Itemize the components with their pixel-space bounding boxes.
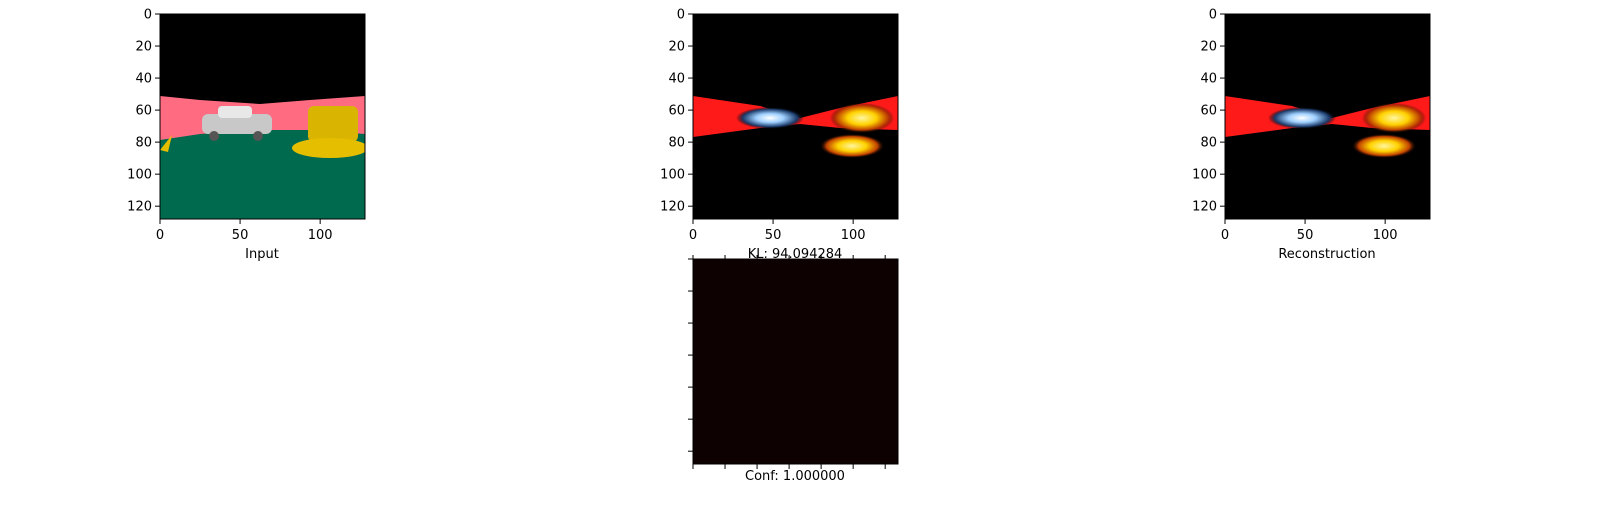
- reconstruction-y-tick-label: 100: [1192, 168, 1217, 183]
- reconstruction-frame: [1224, 13, 1431, 220]
- input-y-tick-label: 60: [135, 104, 152, 119]
- kl-y-tick-label: 120: [660, 200, 685, 215]
- kl-image: [693, 14, 898, 219]
- kl-y-tick-label: 40: [668, 72, 685, 87]
- input-axes: 0 50 100 0 20 40 60 80 100 120: [127, 8, 332, 244]
- reconstruction-axes: 0 50 100 0 20 40 60 80 100 120: [1192, 8, 1397, 244]
- reconstruction-y-tick-label: 20: [1200, 40, 1217, 55]
- kl-y-tick-label: 20: [668, 40, 685, 55]
- input-frame: [159, 13, 366, 220]
- kl-xlabel: KL: 94.094284: [748, 247, 843, 262]
- kl-axes: 0 50 100 0 20 40 60 80 100 120: [660, 8, 865, 244]
- input-x-tick-label: 0: [156, 228, 164, 243]
- reconstruction-car-glow: [1268, 107, 1336, 129]
- kl-x-tick-label: 100: [841, 228, 866, 243]
- confidence-frame: [692, 258, 899, 465]
- reconstruction-y-tick-label: 40: [1200, 72, 1217, 87]
- kl-car-glow: [736, 107, 804, 129]
- input-car: [202, 106, 272, 141]
- input-y-tick-label: 80: [135, 136, 152, 151]
- reconstruction-x-tick-label: 50: [1297, 228, 1314, 243]
- confidence-image: [693, 259, 898, 464]
- reconstruction-y-tick-label: 80: [1200, 136, 1217, 151]
- reconstruction-y-tick-label: 0: [1209, 8, 1217, 23]
- input-image: [160, 14, 365, 219]
- input-y-tick-label: 120: [127, 200, 152, 215]
- kl-highlight-upper: [830, 103, 894, 133]
- reconstruction-panel: 0 50 100 0 20 40 60 80 100 120 Reconstruction: [1192, 8, 1431, 262]
- input-x-tick-label: 100: [308, 228, 333, 243]
- input-y-tick-label: 40: [135, 72, 152, 87]
- reconstruction-y-tick-label: 120: [1192, 200, 1217, 215]
- confidence-panel: Conf: 1.000000: [688, 255, 899, 484]
- reconstruction-y-tick-label: 60: [1200, 104, 1217, 119]
- reconstruction-xlabel: Reconstruction: [1278, 247, 1375, 262]
- input-y-tick-label: 100: [127, 168, 152, 183]
- reconstruction-highlight-lower: [1352, 134, 1416, 158]
- input-y-tick-label: 0: [144, 8, 152, 23]
- kl-frame: [692, 13, 899, 220]
- input-x-tick-label: 50: [232, 228, 249, 243]
- reconstruction-x-tick-label: 0: [1221, 228, 1229, 243]
- input-xlabel: Input: [245, 247, 279, 262]
- kl-y-tick-label: 0: [677, 8, 685, 23]
- reconstruction-highlight-upper: [1362, 103, 1426, 133]
- reconstruction-x-tick-label: 100: [1373, 228, 1398, 243]
- kl-y-tick-label: 80: [668, 136, 685, 151]
- confidence-xlabel: Conf: 1.000000: [745, 469, 845, 484]
- kl-x-tick-label: 50: [765, 228, 782, 243]
- kl-y-tick-label: 60: [668, 104, 685, 119]
- input-left-object: [160, 135, 172, 152]
- reconstruction-image: [1225, 14, 1430, 219]
- input-panel: 0 50 100 0 20 40 60 80 100 120 Input: [127, 8, 366, 262]
- kl-panel: 0 50 100 0 20 40 60 80 100 120: [660, 8, 899, 244]
- input-y-tick-label: 20: [135, 40, 152, 55]
- confidence-axes: [688, 255, 886, 469]
- kl-highlight-lower: [820, 134, 884, 158]
- kl-y-tick-label: 100: [660, 168, 685, 183]
- input-yellow-object: [292, 106, 365, 158]
- kl-x-tick-label: 0: [689, 228, 697, 243]
